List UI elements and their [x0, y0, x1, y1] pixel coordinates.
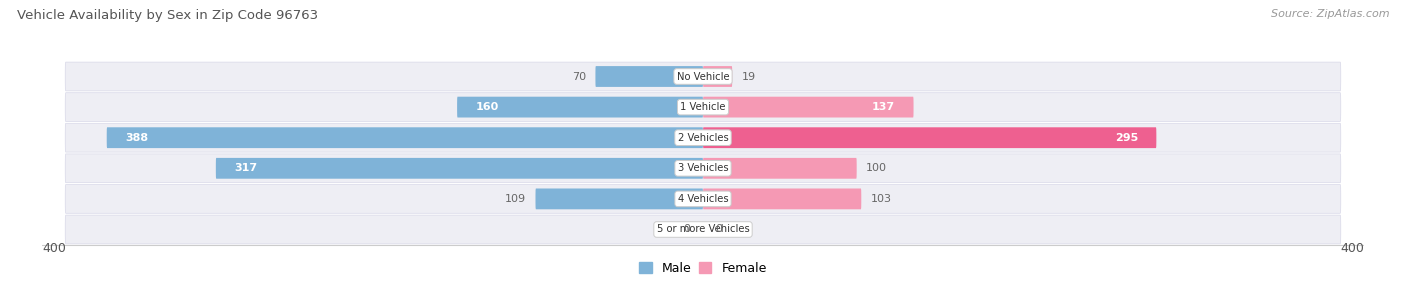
Text: 103: 103 [870, 194, 891, 204]
Text: 70: 70 [572, 72, 586, 81]
FancyBboxPatch shape [703, 127, 1156, 148]
Text: 317: 317 [235, 163, 257, 173]
Text: 400: 400 [42, 242, 66, 255]
Text: No Vehicle: No Vehicle [676, 72, 730, 81]
FancyBboxPatch shape [703, 66, 733, 87]
FancyBboxPatch shape [65, 185, 1341, 213]
Text: 1 Vehicle: 1 Vehicle [681, 102, 725, 112]
FancyBboxPatch shape [217, 158, 703, 179]
FancyBboxPatch shape [107, 127, 703, 148]
FancyBboxPatch shape [65, 123, 1341, 152]
Text: 137: 137 [872, 102, 896, 112]
FancyBboxPatch shape [457, 97, 703, 118]
FancyBboxPatch shape [536, 188, 703, 209]
Text: 295: 295 [1115, 133, 1137, 143]
FancyBboxPatch shape [65, 215, 1341, 244]
Text: 0: 0 [683, 225, 690, 234]
FancyBboxPatch shape [703, 158, 856, 179]
Text: 400: 400 [1340, 242, 1364, 255]
Text: 19: 19 [741, 72, 755, 81]
Text: Vehicle Availability by Sex in Zip Code 96763: Vehicle Availability by Sex in Zip Code … [17, 9, 318, 22]
Text: 2 Vehicles: 2 Vehicles [678, 133, 728, 143]
Text: Source: ZipAtlas.com: Source: ZipAtlas.com [1271, 9, 1389, 19]
FancyBboxPatch shape [703, 188, 862, 209]
FancyBboxPatch shape [65, 62, 1341, 91]
Text: 160: 160 [475, 102, 499, 112]
Text: 109: 109 [505, 194, 526, 204]
FancyBboxPatch shape [703, 97, 914, 118]
Legend: Male, Female: Male, Female [634, 257, 772, 280]
Text: 3 Vehicles: 3 Vehicles [678, 163, 728, 173]
FancyBboxPatch shape [65, 93, 1341, 121]
Text: 4 Vehicles: 4 Vehicles [678, 194, 728, 204]
Text: 0: 0 [716, 225, 723, 234]
FancyBboxPatch shape [65, 154, 1341, 183]
FancyBboxPatch shape [595, 66, 703, 87]
Text: 100: 100 [866, 163, 887, 173]
Text: 5 or more Vehicles: 5 or more Vehicles [657, 225, 749, 234]
Text: 388: 388 [125, 133, 148, 143]
